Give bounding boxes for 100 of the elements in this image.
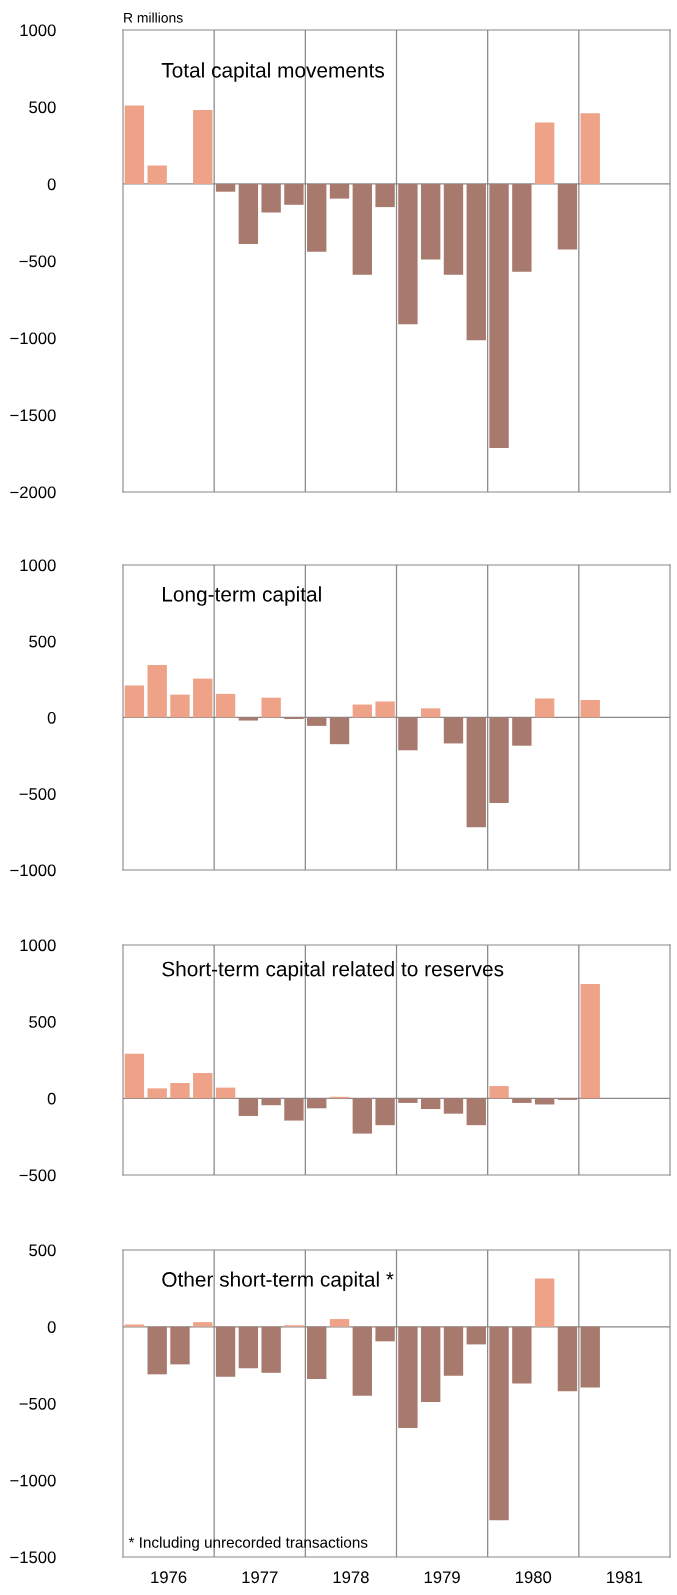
bar bbox=[352, 1098, 372, 1134]
x-tick-label: 1979 bbox=[424, 1571, 460, 1584]
y-tick-label: 500 bbox=[29, 1016, 56, 1028]
bar bbox=[215, 1087, 236, 1099]
bar bbox=[170, 1083, 190, 1099]
bar bbox=[147, 1326, 167, 1375]
x-tick-label: 1977 bbox=[242, 1571, 278, 1584]
y-tick-label: −500 bbox=[19, 788, 56, 800]
y-tick-label: 1000 bbox=[20, 24, 56, 37]
bar bbox=[261, 184, 281, 213]
bar bbox=[307, 1098, 327, 1109]
bar bbox=[284, 184, 304, 205]
bar bbox=[375, 701, 395, 718]
y-tick-label: −1000 bbox=[10, 1474, 56, 1487]
bar bbox=[147, 664, 167, 718]
text: Long-term capital bbox=[163, 586, 321, 606]
bar bbox=[307, 717, 327, 726]
bar bbox=[580, 699, 600, 718]
y-tick-label: −2000 bbox=[10, 486, 56, 499]
bar bbox=[398, 184, 418, 325]
bar bbox=[238, 184, 259, 245]
text: Total capital movements bbox=[161, 62, 385, 82]
y-tick-label: −500 bbox=[19, 255, 56, 268]
bar bbox=[261, 1326, 281, 1373]
bar bbox=[147, 165, 167, 184]
y-tick-label: −1500 bbox=[10, 1551, 56, 1564]
bar bbox=[398, 1098, 418, 1103]
bar bbox=[443, 717, 464, 744]
bar bbox=[124, 1053, 145, 1099]
bar bbox=[512, 717, 532, 746]
bar bbox=[261, 697, 281, 718]
y-tick-label: 0 bbox=[47, 711, 56, 724]
bar bbox=[398, 1326, 418, 1429]
bar bbox=[580, 113, 600, 184]
y-tick-label: 0 bbox=[47, 1321, 56, 1333]
bar bbox=[534, 1278, 555, 1327]
x-tick-label: 1980 bbox=[515, 1571, 552, 1584]
y-tick-label: 0 bbox=[47, 178, 56, 191]
bar bbox=[489, 1086, 509, 1099]
y-tick-label: 500 bbox=[29, 635, 56, 648]
bar bbox=[398, 717, 418, 751]
y-tick-label: −500 bbox=[19, 1169, 56, 1182]
bar bbox=[512, 184, 532, 272]
bar bbox=[375, 1098, 395, 1126]
bar bbox=[215, 1326, 236, 1377]
bar bbox=[329, 184, 350, 199]
bar bbox=[443, 184, 464, 275]
bar bbox=[421, 1098, 441, 1110]
x-tick-label: 1976 bbox=[151, 1571, 187, 1584]
y-tick-label: 0 bbox=[47, 1092, 56, 1105]
bar bbox=[489, 184, 509, 449]
bar bbox=[489, 1326, 509, 1521]
bar bbox=[466, 717, 486, 828]
y-tick-label: 500 bbox=[29, 1244, 56, 1257]
bar bbox=[512, 1326, 532, 1384]
bar bbox=[261, 1098, 281, 1106]
bar bbox=[170, 694, 190, 718]
y-tick-label: −1500 bbox=[10, 409, 56, 422]
bar bbox=[238, 717, 259, 721]
bar bbox=[238, 1326, 259, 1369]
bar bbox=[466, 1326, 486, 1345]
bar bbox=[375, 184, 395, 208]
y-tick-label: 500 bbox=[29, 101, 56, 114]
bar bbox=[466, 1098, 486, 1126]
text: Short-term capital related to reserves bbox=[162, 961, 504, 981]
bar bbox=[215, 693, 236, 718]
bar bbox=[534, 698, 555, 718]
bar bbox=[512, 1098, 532, 1103]
y-axis-title: R millions bbox=[124, 12, 183, 23]
bar bbox=[466, 184, 486, 341]
bar bbox=[580, 1326, 600, 1388]
bar bbox=[124, 105, 145, 184]
bar bbox=[421, 184, 441, 260]
bar bbox=[557, 1326, 578, 1392]
text: Other short-term capital * bbox=[162, 1271, 394, 1291]
y-tick-label: −1000 bbox=[10, 864, 56, 877]
bar bbox=[352, 1326, 372, 1396]
bar bbox=[375, 1326, 395, 1342]
bar bbox=[215, 184, 236, 192]
bar bbox=[147, 1088, 167, 1099]
bar bbox=[421, 1326, 441, 1402]
y-tick-label: −1000 bbox=[10, 332, 56, 345]
bar bbox=[193, 1322, 213, 1327]
bar bbox=[421, 708, 441, 718]
y-tick-label: 1000 bbox=[20, 559, 56, 572]
bar bbox=[534, 122, 555, 184]
bar bbox=[534, 1098, 555, 1105]
bar bbox=[580, 984, 600, 1099]
bar bbox=[489, 717, 509, 803]
bar bbox=[443, 1098, 464, 1114]
x-tick-label: 1981 bbox=[607, 1571, 643, 1584]
bar bbox=[193, 678, 213, 718]
bar bbox=[352, 704, 372, 718]
bar bbox=[329, 717, 350, 745]
bar bbox=[352, 184, 372, 275]
y-tick-label: 1000 bbox=[20, 939, 56, 952]
y-tick-label: −500 bbox=[19, 1397, 56, 1410]
bar bbox=[193, 1073, 213, 1099]
x-tick-label: 1978 bbox=[333, 1571, 369, 1584]
bar bbox=[307, 1326, 327, 1379]
